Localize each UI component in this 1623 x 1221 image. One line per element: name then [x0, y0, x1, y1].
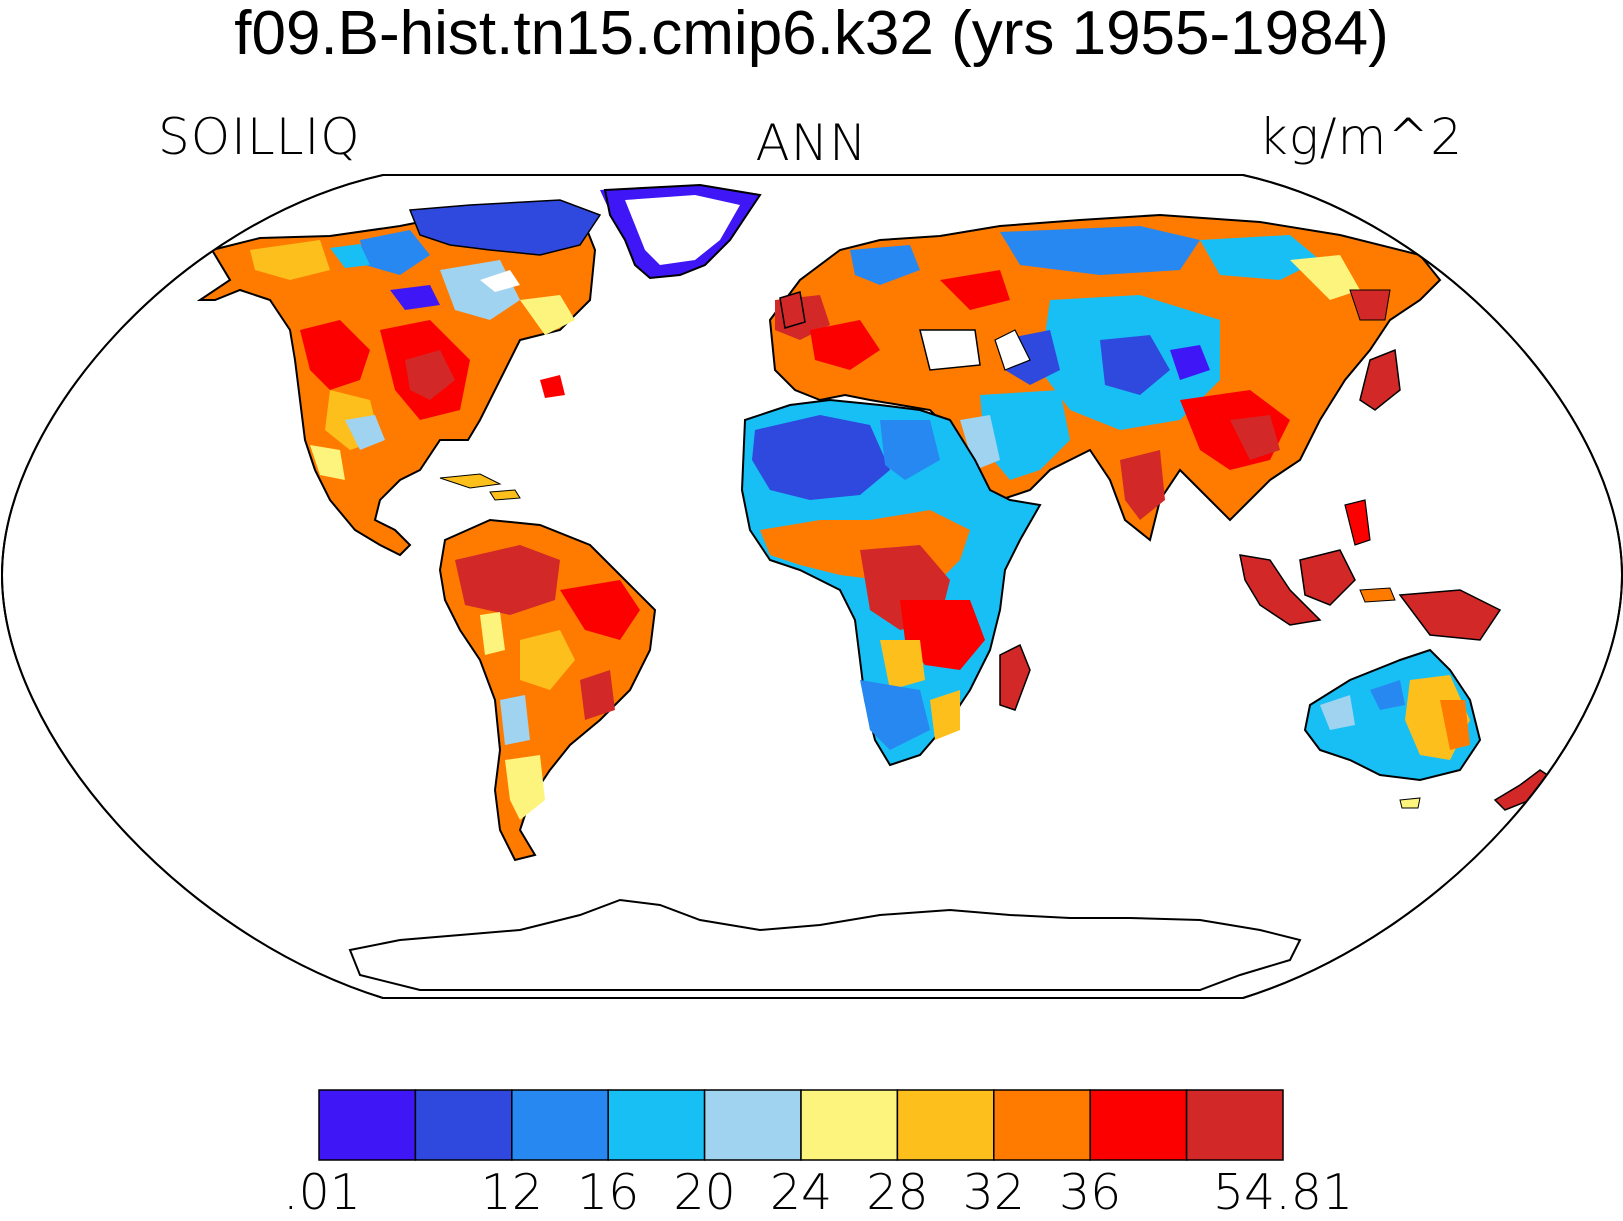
colorbar-tick-label: 20 [673, 1164, 736, 1221]
units-label: kg/m^2 [1258, 108, 1463, 166]
colorbar-tick-label: 28 [866, 1164, 929, 1221]
colorbar-swatch-7 [993, 1089, 1091, 1161]
eurasia-region [768, 213, 1442, 542]
colorbar-tick-label: 32 [962, 1164, 1025, 1221]
colorbar-swatch-0 [318, 1089, 417, 1161]
colorbar-swatch-3 [607, 1089, 706, 1161]
colorbar-tick-label: .01 [283, 1164, 361, 1221]
caribbean-islands [439, 473, 521, 501]
season-label: ANN [755, 114, 868, 172]
colorbar-swatch-5 [800, 1089, 899, 1161]
colorbar-swatch-2 [511, 1089, 609, 1161]
greenland [603, 183, 762, 280]
colorbar-tick-label: 54.81 [1212, 1164, 1354, 1221]
maritime-southeast-asia [1239, 499, 1502, 641]
map-frame-outline [0, 174, 1623, 999]
south-america-region [438, 518, 657, 862]
colorbar-tick-label: 16 [577, 1164, 640, 1221]
plot-title: f09.B-hist.tn15.cmip6.k32 (yrs 1955-1984… [234, 0, 1389, 68]
africa-region [740, 398, 1042, 767]
colorbar-tick-label: 36 [1059, 1164, 1122, 1221]
colorbar-swatch-8 [1089, 1089, 1188, 1161]
colorbar-swatch-9 [1185, 1089, 1284, 1161]
colorbar-tick-label: 12 [480, 1164, 543, 1221]
north-america-region [196, 188, 660, 557]
colorbar-swatch-1 [414, 1089, 513, 1161]
colorbar-swatch-4 [703, 1089, 802, 1161]
australia-region [1303, 648, 1482, 809]
variable-label: SOILLIQ [158, 108, 361, 166]
colorbar [318, 1089, 1284, 1161]
colorbar-swatch-6 [896, 1089, 995, 1161]
antarctica-coast [348, 898, 1302, 991]
colorbar-tick-label: 24 [769, 1164, 833, 1221]
